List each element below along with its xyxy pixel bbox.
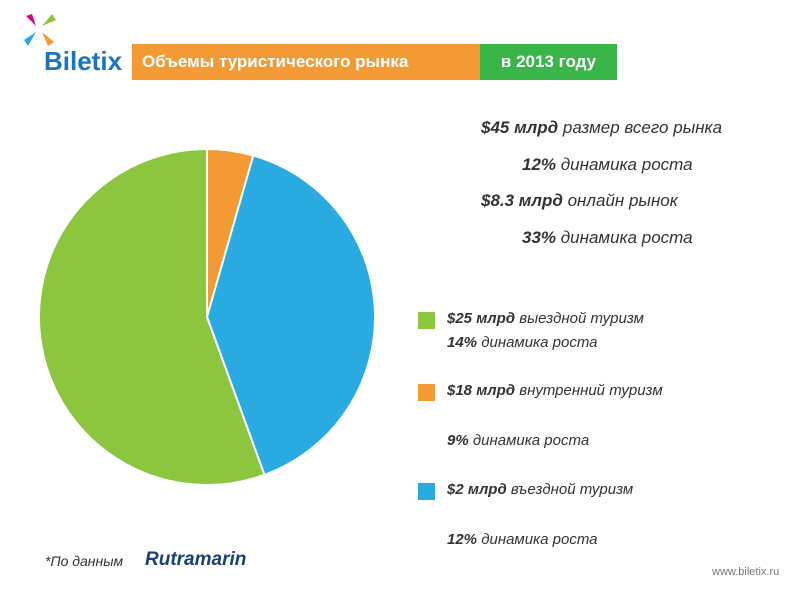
stat-amount: 12%	[522, 155, 557, 174]
legend-growth: 14% динамика роста	[447, 334, 598, 351]
growth-value: 14%	[447, 334, 478, 351]
stat-amount: $8.3 млрд	[481, 191, 563, 210]
legend-entry: $2 млрд въездной туризм	[447, 481, 633, 498]
year: в 2013 году	[500, 52, 597, 71]
title: Объемы туристического рынка	[142, 52, 409, 71]
legend-amount: $25 млрд	[447, 310, 516, 327]
legend-entry: $18 млрд внутренний туризм	[447, 382, 663, 399]
legend-growth: 12% динамика роста	[447, 531, 598, 548]
stat: $45 млрд размер всего рынка	[481, 118, 722, 138]
pie-chart	[38, 147, 376, 486]
stat-text: динамика роста	[560, 155, 693, 174]
growth-value: 12%	[447, 531, 478, 548]
year-bar: в 2013 году	[480, 44, 617, 80]
growth-text: динамика роста	[481, 334, 598, 351]
source-brand: Rutramarin	[145, 549, 247, 570]
legend-amount: $2 млрд	[447, 481, 507, 498]
legend-label: выездной туризм	[519, 310, 644, 327]
legend-entry: $25 млрд выездной туризм	[447, 310, 644, 327]
growth-value: 9%	[447, 432, 469, 449]
title-bar: Объемы туристического рынка	[132, 44, 480, 80]
legend-growth: 9% динамика роста	[447, 432, 589, 449]
stat: 33% динамика роста	[522, 228, 693, 248]
legend-swatch	[418, 384, 435, 401]
pie-slice	[205, 154, 376, 477]
legend-label: внутренний туризм	[519, 382, 663, 399]
legend-swatch	[418, 483, 435, 500]
pie-slice	[38, 147, 266, 486]
source: *По данным	[45, 553, 124, 569]
logo-icon	[24, 14, 56, 46]
legend-amount: $18 млрд	[447, 382, 516, 399]
legend-label: въездной туризм	[510, 481, 634, 498]
legend-swatch	[418, 312, 435, 329]
stat-text: онлайн рынок	[567, 191, 678, 210]
stat: $8.3 млрд онлайн рынок	[481, 191, 678, 211]
growth-text: динамика роста	[472, 432, 590, 449]
stat-text: динамика роста	[560, 228, 693, 247]
url: www.biletix.ru	[712, 566, 780, 578]
growth-text: динамика роста	[481, 531, 598, 548]
stat-text: размер всего рынка	[562, 118, 723, 137]
stat-amount: $45 млрд	[481, 118, 559, 137]
stat-amount: 33%	[522, 228, 557, 247]
stat: 12% динамика роста	[522, 155, 693, 175]
brand: Biletix	[44, 46, 123, 76]
